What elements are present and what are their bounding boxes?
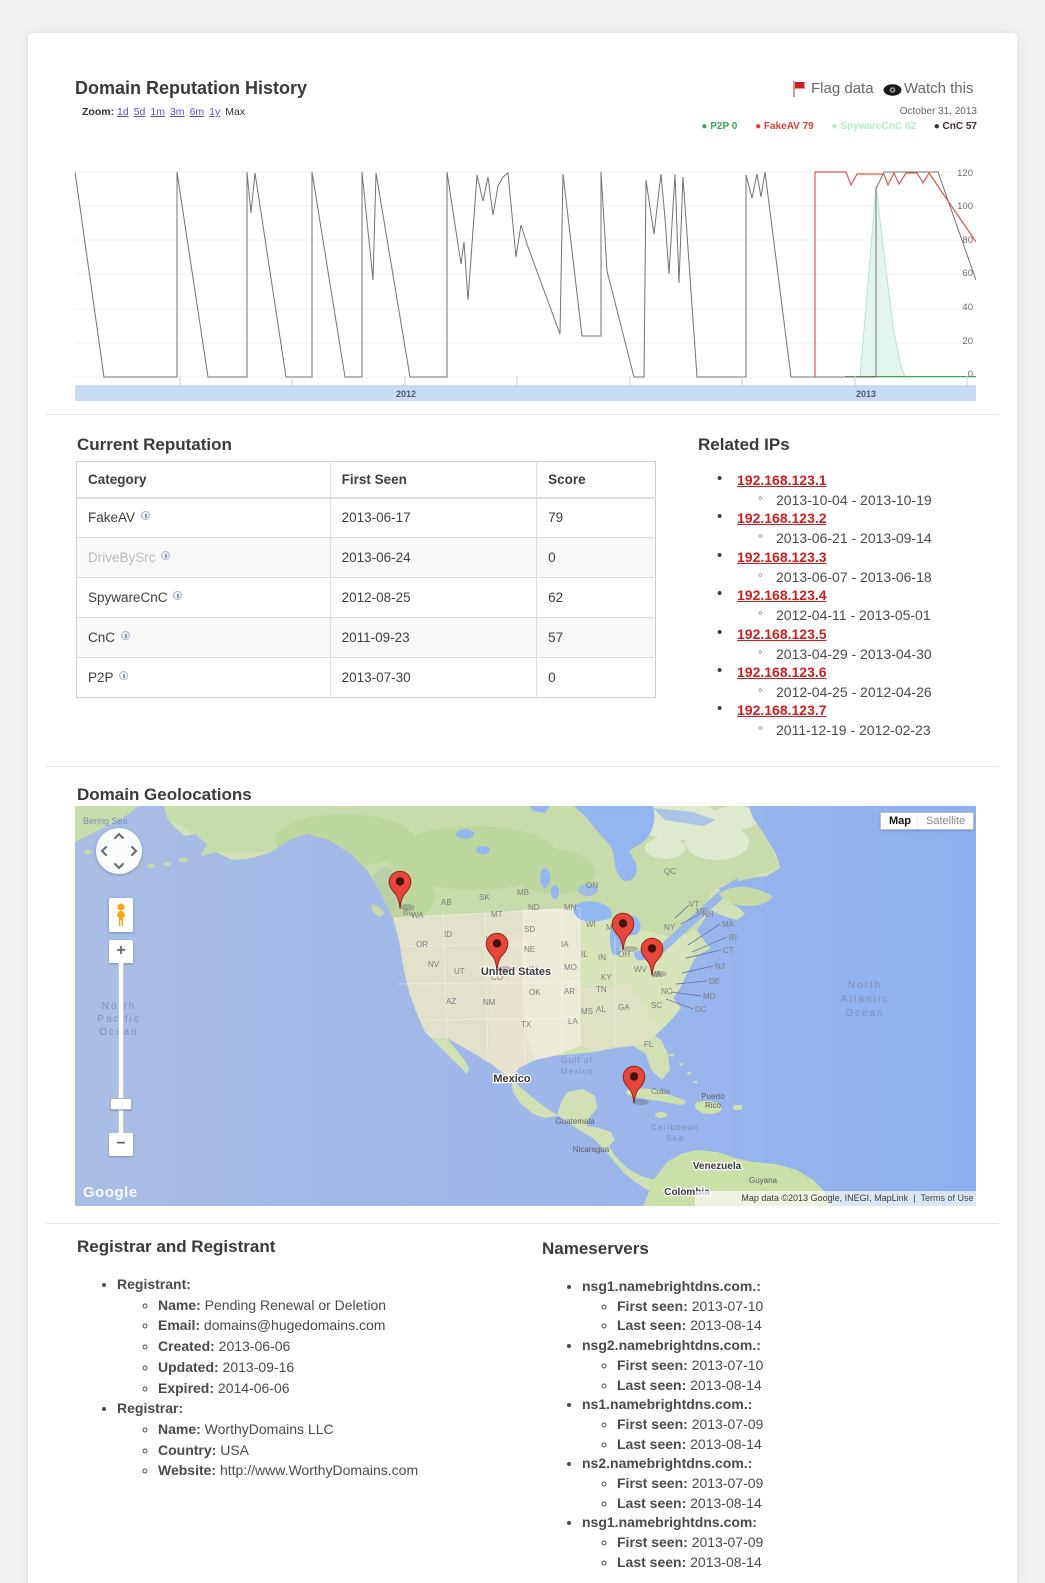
svg-text:VA: VA xyxy=(651,970,662,979)
svg-text:Puerto: Puerto xyxy=(701,1092,725,1101)
svg-text:80: 80 xyxy=(962,235,973,246)
svg-text:North: North xyxy=(848,980,882,991)
svg-text:SC: SC xyxy=(651,1001,662,1010)
svg-text:Rico: Rico xyxy=(705,1101,722,1110)
svg-text:MS: MS xyxy=(581,1007,593,1016)
svg-text:LA: LA xyxy=(568,1017,578,1026)
svg-text:AB: AB xyxy=(441,898,452,907)
svg-text:120: 120 xyxy=(957,168,973,179)
svg-text:20: 20 xyxy=(962,336,973,347)
svg-text:Guyana: Guyana xyxy=(749,1176,778,1185)
svg-text:100: 100 xyxy=(957,201,973,212)
svg-text:2012: 2012 xyxy=(396,389,416,399)
svg-text:Guatemala: Guatemala xyxy=(555,1117,595,1126)
svg-text:NV: NV xyxy=(428,960,440,969)
svg-text:MT: MT xyxy=(491,910,503,919)
svg-text:NC: NC xyxy=(661,987,673,996)
svg-text:KY: KY xyxy=(601,973,612,982)
svg-text:NY: NY xyxy=(664,923,676,932)
svg-text:United States: United States xyxy=(481,966,551,978)
svg-text:VT: VT xyxy=(689,900,699,909)
svg-text:Caribbean: Caribbean xyxy=(651,1122,699,1132)
svg-text:CO: CO xyxy=(491,973,503,982)
svg-text:Ocean: Ocean xyxy=(845,1008,884,1019)
svg-text:AR: AR xyxy=(564,987,575,996)
svg-text:IA: IA xyxy=(561,940,569,949)
svg-text:Gulf of: Gulf of xyxy=(561,1055,593,1065)
svg-text:DC: DC xyxy=(695,1005,707,1014)
svg-text:OK: OK xyxy=(529,988,541,997)
svg-text:DE: DE xyxy=(709,977,720,986)
svg-text:AZ: AZ xyxy=(446,997,456,1006)
svg-text:Bering Sea: Bering Sea xyxy=(83,816,128,826)
svg-text:NM: NM xyxy=(483,998,496,1007)
svg-text:WI: WI xyxy=(586,920,596,929)
svg-text:60: 60 xyxy=(962,268,973,279)
svg-text:SD: SD xyxy=(524,925,535,934)
svg-text:ME: ME xyxy=(696,907,708,916)
svg-text:IN: IN xyxy=(598,953,606,962)
svg-text:Sea: Sea xyxy=(666,1133,684,1143)
svg-text:UT: UT xyxy=(454,967,465,976)
svg-text:GA: GA xyxy=(618,1003,630,1012)
svg-text:NJ: NJ xyxy=(715,962,725,971)
svg-text:CT: CT xyxy=(723,946,734,955)
svg-text:TN: TN xyxy=(596,985,607,994)
svg-text:WA: WA xyxy=(411,911,424,920)
svg-text:IL: IL xyxy=(581,950,588,959)
svg-text:NE: NE xyxy=(524,945,535,954)
svg-text:40: 40 xyxy=(962,302,973,313)
svg-text:ID: ID xyxy=(444,930,452,939)
svg-text:BC: BC xyxy=(403,908,414,917)
svg-text:MA: MA xyxy=(722,920,735,929)
svg-text:Nicaragua: Nicaragua xyxy=(573,1145,610,1154)
svg-text:KS: KS xyxy=(529,965,540,974)
svg-text:WV: WV xyxy=(634,965,648,974)
svg-text:Venezuela: Venezuela xyxy=(693,1161,742,1172)
svg-text:FL: FL xyxy=(644,1040,654,1049)
svg-text:MO: MO xyxy=(564,963,577,972)
svg-text:MD: MD xyxy=(703,992,716,1001)
svg-text:Mexico: Mexico xyxy=(493,1073,531,1085)
svg-text:ND: ND xyxy=(528,903,540,912)
svg-text:QC: QC xyxy=(664,867,676,876)
svg-text:2013: 2013 xyxy=(856,389,876,399)
svg-text:MI: MI xyxy=(606,923,615,932)
svg-text:Cuba: Cuba xyxy=(651,1087,671,1096)
svg-text:AL: AL xyxy=(596,1005,606,1014)
svg-text:RI: RI xyxy=(729,933,737,942)
svg-text:ON: ON xyxy=(586,881,598,890)
svg-text:OH: OH xyxy=(618,950,630,959)
svg-text:Atlantic: Atlantic xyxy=(841,994,890,1005)
svg-text:NH: NH xyxy=(702,910,714,919)
svg-text:MN: MN xyxy=(564,903,577,912)
svg-text:SK: SK xyxy=(479,893,490,902)
svg-text:MB: MB xyxy=(517,888,529,897)
svg-text:OR: OR xyxy=(416,940,428,949)
svg-text:TX: TX xyxy=(521,1020,532,1029)
svg-text:0: 0 xyxy=(968,369,973,380)
svg-text:Mexico: Mexico xyxy=(561,1066,594,1076)
